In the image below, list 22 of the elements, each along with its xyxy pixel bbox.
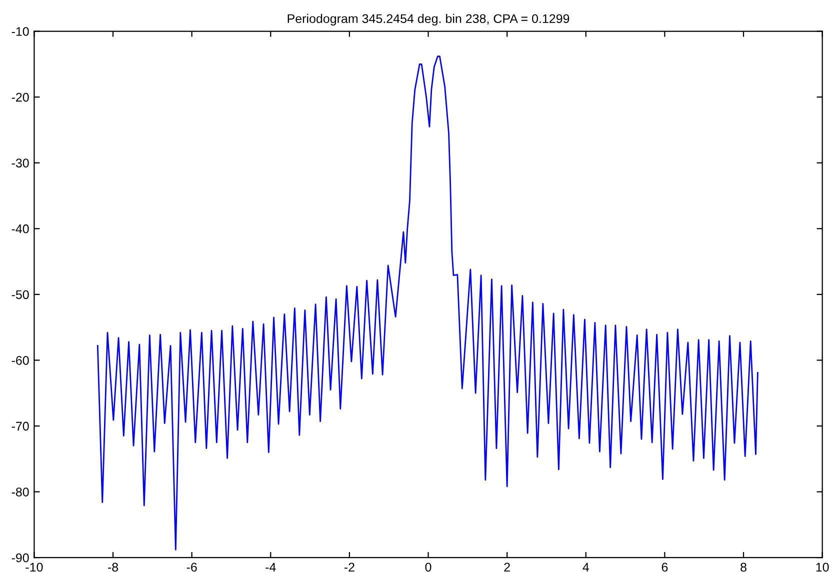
y-tick-label: -50 xyxy=(12,290,29,300)
x-tick-label: -6 xyxy=(186,562,197,572)
x-tick-label: 10 xyxy=(816,562,829,572)
x-tick-label: -8 xyxy=(108,562,118,572)
x-tick-label: 6 xyxy=(662,562,668,572)
y-tick-label: -70 xyxy=(12,422,29,431)
y-tick-label: -10 xyxy=(12,27,29,36)
line-series xyxy=(96,56,758,550)
x-tick-label: 4 xyxy=(582,562,589,572)
y-tick-label: -30 xyxy=(12,158,29,168)
x-tick-label: -4 xyxy=(266,562,276,572)
x-tick-label: -2 xyxy=(344,562,354,572)
chart-title: Periodogram 345.2454 deg. bin 238, CPA = 0.1299 xyxy=(288,14,570,26)
y-tick-label: -20 xyxy=(12,92,29,102)
y-tick-label: -40 xyxy=(12,224,29,234)
y-tick-label: -60 xyxy=(12,356,29,365)
y-tick-label: -90 xyxy=(12,553,29,562)
x-tick-label: 0 xyxy=(425,562,432,572)
y-tick-label: -80 xyxy=(12,488,29,496)
x-tick-label: 2 xyxy=(504,562,510,572)
x-tick-label: 8 xyxy=(740,562,746,572)
x-tick-label: -10 xyxy=(26,562,43,572)
